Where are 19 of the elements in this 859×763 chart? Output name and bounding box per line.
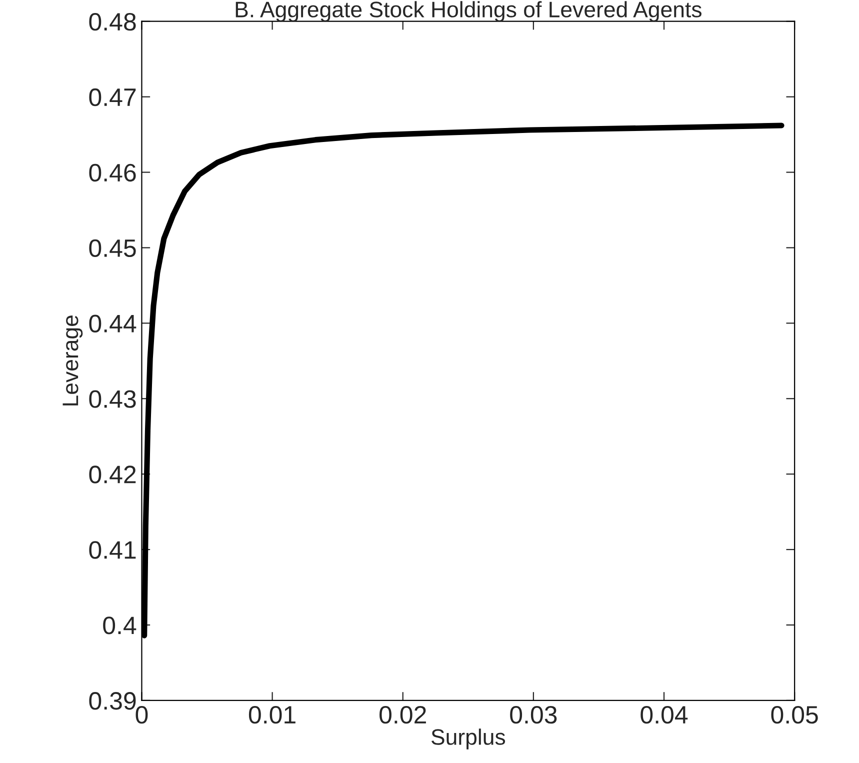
- y-tick-label: 0.4: [103, 616, 136, 634]
- y-tick-label: 0.44: [89, 314, 136, 332]
- x-tick-label: 0.04: [640, 706, 688, 724]
- x-tick-label: 0.02: [380, 706, 426, 724]
- y-tick-label: 0.45: [89, 239, 136, 258]
- y-tick-label: 0.46: [89, 164, 136, 182]
- y-tick-label: 0.42: [89, 466, 136, 484]
- x-tick-label: 0.01: [248, 706, 296, 724]
- y-tick-label: 0.41: [89, 541, 136, 559]
- y-tick-label: 0.48: [89, 12, 136, 31]
- y-tick-label: 0.43: [89, 390, 136, 408]
- y-tick-label: 0.47: [89, 88, 136, 106]
- y-tick-label: 0.39: [89, 692, 136, 710]
- x-tick-label: 0.05: [771, 706, 818, 724]
- x-tick-label: 0.03: [510, 706, 557, 724]
- x-axis-title: Surplus: [431, 728, 506, 750]
- y-axis-title: Leverage: [62, 316, 83, 406]
- x-tick-label: 0: [136, 706, 148, 724]
- chart-title: B. Aggregate Stock Holdings of Levered Agents: [236, 1, 702, 22]
